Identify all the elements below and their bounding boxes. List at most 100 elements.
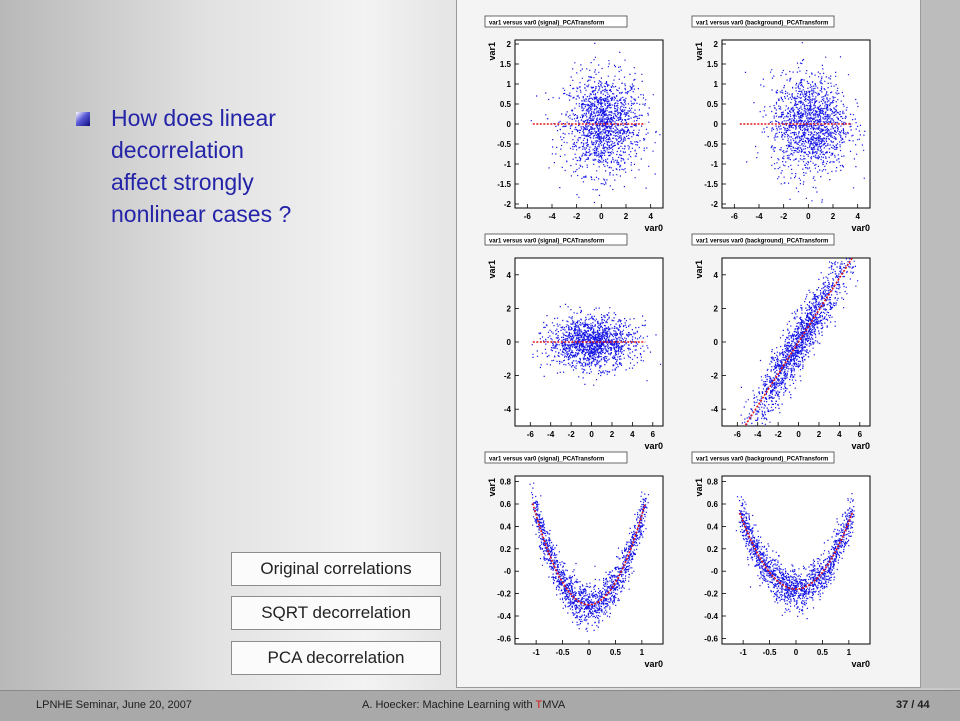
scatter-plot-4: var1 versus var0 (background)_PCATransfo… xyxy=(691,233,871,451)
scatter-points xyxy=(740,258,859,426)
plot-frame xyxy=(514,475,664,645)
y-tick-label: 2 xyxy=(714,304,719,313)
profile-curve xyxy=(532,503,646,606)
scatter-points xyxy=(739,42,866,203)
scatter-plot-1: var1 versus var0 (signal)_PCATransform -6… xyxy=(484,15,664,233)
x-tick-label: -6 xyxy=(731,212,739,221)
x-tick-label: -6 xyxy=(734,430,742,439)
x-tick-label: 6 xyxy=(858,430,863,439)
y-tick-label: -0.6 xyxy=(704,634,718,643)
y-tick-label: -0 xyxy=(711,567,719,576)
x-tick-label: 0.5 xyxy=(610,648,622,657)
y-tick-label: -0.2 xyxy=(704,590,718,599)
bullet-square-icon xyxy=(76,112,90,126)
x-tick-label: -2 xyxy=(780,212,788,221)
x-tick-label: 2 xyxy=(831,212,836,221)
scatter-points xyxy=(530,42,663,204)
y-tick-label: -4 xyxy=(711,405,719,414)
x-tick-label: -1 xyxy=(740,648,748,657)
y-tick-label: 2 xyxy=(714,40,719,49)
plot-title-box xyxy=(484,451,628,464)
y-tick-label: 1.5 xyxy=(500,60,512,69)
y-tick-label: 0 xyxy=(714,338,719,347)
right-border-band xyxy=(920,0,960,688)
y-tick-label: -2 xyxy=(711,372,719,381)
x-tick-label: -4 xyxy=(548,212,556,221)
y-tick-label: 4 xyxy=(507,271,512,280)
x-axis-label: var0 xyxy=(851,441,870,451)
question-line-4: nonlinear cases ? xyxy=(111,201,292,227)
x-tick-label: -6 xyxy=(524,212,532,221)
page-number: 37 / 44 xyxy=(896,699,930,711)
y-tick-label: 1 xyxy=(507,80,512,89)
x-tick-label: 2 xyxy=(610,430,615,439)
plot-frame xyxy=(721,257,871,427)
x-tick-label: 1 xyxy=(847,648,852,657)
y-tick-label: -0.6 xyxy=(497,634,511,643)
scatter-plot-3: var1 versus var0 (signal)_PCATransform -6… xyxy=(484,233,664,451)
y-tick-label: 0 xyxy=(714,120,719,129)
x-tick-label: 0 xyxy=(589,430,594,439)
x-tick-label: -2 xyxy=(775,430,783,439)
y-tick-label: 1 xyxy=(714,80,719,89)
scatter-density xyxy=(529,482,650,632)
question-line-1: How does linear xyxy=(111,105,276,131)
y-tick-label: -1 xyxy=(711,160,719,169)
x-tick-label: -4 xyxy=(755,212,763,221)
x-tick-label: 1 xyxy=(640,648,645,657)
legend-original-correlations: Original correlations xyxy=(231,552,441,586)
y-tick-label: -1 xyxy=(504,160,512,169)
footer-event: LPNHE Seminar, June 20, 2007 xyxy=(36,699,192,711)
scatter-plot-6: var1 versus var0 (background)_PCATransfo… xyxy=(691,451,871,669)
plot-title: var1 versus var0 (signal)_PCATransform xyxy=(489,21,604,27)
plot-title-box xyxy=(484,233,628,246)
x-axis-label: var0 xyxy=(644,223,663,233)
y-tick-label: -1.5 xyxy=(497,180,511,189)
y-axis-label: var1 xyxy=(487,42,497,61)
x-tick-label: -4 xyxy=(547,430,555,439)
y-tick-label: 0.6 xyxy=(500,500,512,509)
footer-tmva-suffix: MVA xyxy=(542,699,566,711)
x-axis-label: var0 xyxy=(644,659,663,669)
x-tick-label: 4 xyxy=(648,212,653,221)
footer-tmva-t: T xyxy=(535,699,543,711)
y-tick-label: 2 xyxy=(507,304,512,313)
y-tick-label: 0.2 xyxy=(707,545,719,554)
x-tick-label: 4 xyxy=(837,430,842,439)
x-tick-label: -1 xyxy=(533,648,541,657)
y-tick-label: -0 xyxy=(504,567,512,576)
x-tick-label: -4 xyxy=(754,430,762,439)
y-tick-label: -4 xyxy=(504,405,512,414)
y-tick-label: 0.4 xyxy=(707,522,719,531)
x-tick-label: 0 xyxy=(806,212,811,221)
scatter-density xyxy=(531,303,662,386)
x-tick-label: 4 xyxy=(855,212,860,221)
y-axis-label: var1 xyxy=(694,42,704,61)
y-tick-label: 2 xyxy=(507,40,512,49)
scatter-plots-grid: var1 versus var0 (signal)_PCATransform -6… xyxy=(484,15,871,669)
plot-title: var1 versus var0 (signal)_PCATransform xyxy=(489,457,604,463)
y-tick-label: 4 xyxy=(714,271,719,280)
y-tick-label: 0.8 xyxy=(500,478,512,487)
footer-author-prefix: A. Hoecker: Machine Learning with xyxy=(362,699,536,711)
scatter-plot-5: var1 versus var0 (signal)_PCATransform -1… xyxy=(484,451,664,669)
y-tick-label: 0.6 xyxy=(707,500,719,509)
plot-title-box xyxy=(484,15,628,28)
question-text: How does linear decorrelation affect str… xyxy=(111,102,341,230)
x-tick-label: -6 xyxy=(527,430,535,439)
x-tick-label: -2 xyxy=(573,212,581,221)
y-tick-label: -0.4 xyxy=(497,612,511,621)
y-tick-label: 0.4 xyxy=(500,522,512,531)
scatter-density xyxy=(530,42,663,204)
x-tick-label: -0.5 xyxy=(763,648,777,657)
x-tick-label: -2 xyxy=(568,430,576,439)
scatter-density xyxy=(735,493,855,620)
plot-title-box xyxy=(691,233,835,246)
y-tick-label: 0.8 xyxy=(707,478,719,487)
x-tick-label: 2 xyxy=(624,212,629,221)
y-tick-label: 0 xyxy=(507,120,512,129)
footer-bar: LPNHE Seminar, June 20, 2007 A. Hoecker:… xyxy=(0,690,960,721)
y-tick-label: -0.5 xyxy=(497,140,511,149)
plot-title: var1 versus var0 (background)_PCATransfo… xyxy=(696,239,828,245)
